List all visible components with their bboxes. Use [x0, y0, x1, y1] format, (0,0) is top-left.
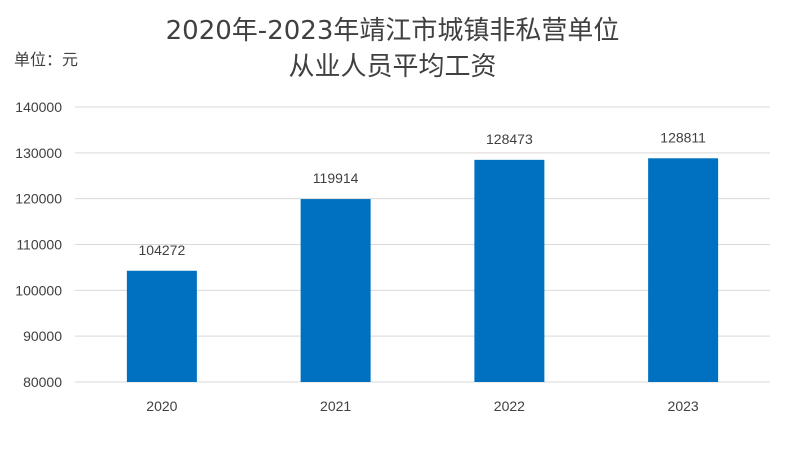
x-tick-label: 2023 [668, 398, 699, 414]
x-tick-label: 2020 [146, 398, 177, 414]
bar [126, 270, 197, 382]
chart-title-line-1: 2020年-2023年靖江市城镇非私营单位 [165, 16, 620, 46]
y-tick-label: 110000 [16, 237, 62, 253]
y-tick-label: 120000 [15, 191, 62, 207]
y-tick-label: 130000 [15, 145, 62, 161]
data-label: 128811 [660, 129, 706, 145]
x-tick-label: 2021 [320, 398, 351, 414]
y-tick-label: 90000 [23, 328, 62, 344]
data-label: 128473 [486, 131, 533, 147]
y-tick-label: 100000 [15, 282, 62, 298]
bar [474, 159, 545, 382]
x-tick-label: 2022 [494, 398, 525, 414]
data-label: 104272 [139, 242, 186, 258]
chart-title-line-2: 从业人员平均工资 [288, 52, 497, 82]
data-label: 119914 [313, 170, 359, 186]
y-tick-label: 80000 [23, 374, 62, 390]
bar [300, 199, 371, 382]
y-tick-label: 140000 [15, 99, 62, 115]
unit-label: 单位：元 [14, 50, 79, 69]
bar [648, 158, 719, 382]
